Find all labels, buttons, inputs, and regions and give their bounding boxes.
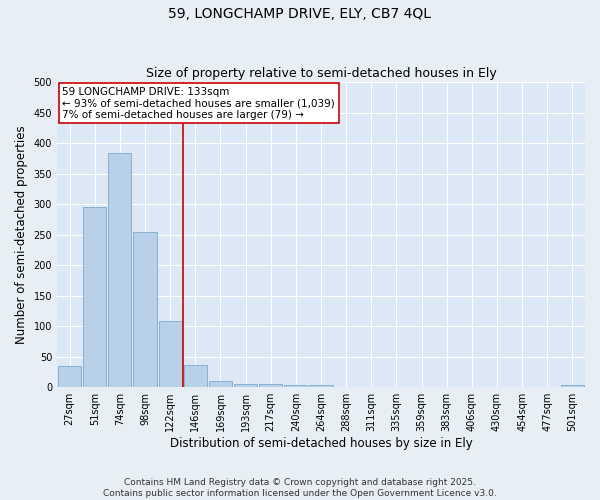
Text: 59 LONGCHAMP DRIVE: 133sqm
← 93% of semi-detached houses are smaller (1,039)
7% : 59 LONGCHAMP DRIVE: 133sqm ← 93% of semi… [62,86,335,120]
Title: Size of property relative to semi-detached houses in Ely: Size of property relative to semi-detach… [146,66,496,80]
Bar [109,154,131,387]
Bar [83,207,106,387]
Bar [234,384,257,387]
Bar [184,364,207,387]
Y-axis label: Number of semi-detached properties: Number of semi-detached properties [15,126,28,344]
Text: 59, LONGCHAMP DRIVE, ELY, CB7 4QL: 59, LONGCHAMP DRIVE, ELY, CB7 4QL [169,8,431,22]
Bar [133,232,157,387]
Bar [158,322,182,387]
Bar [310,386,332,387]
Bar [58,366,81,387]
Bar [259,384,283,387]
Text: Contains HM Land Registry data © Crown copyright and database right 2025.
Contai: Contains HM Land Registry data © Crown c… [103,478,497,498]
X-axis label: Distribution of semi-detached houses by size in Ely: Distribution of semi-detached houses by … [170,437,472,450]
Bar [209,381,232,387]
Bar [561,386,584,387]
Bar [284,385,307,387]
